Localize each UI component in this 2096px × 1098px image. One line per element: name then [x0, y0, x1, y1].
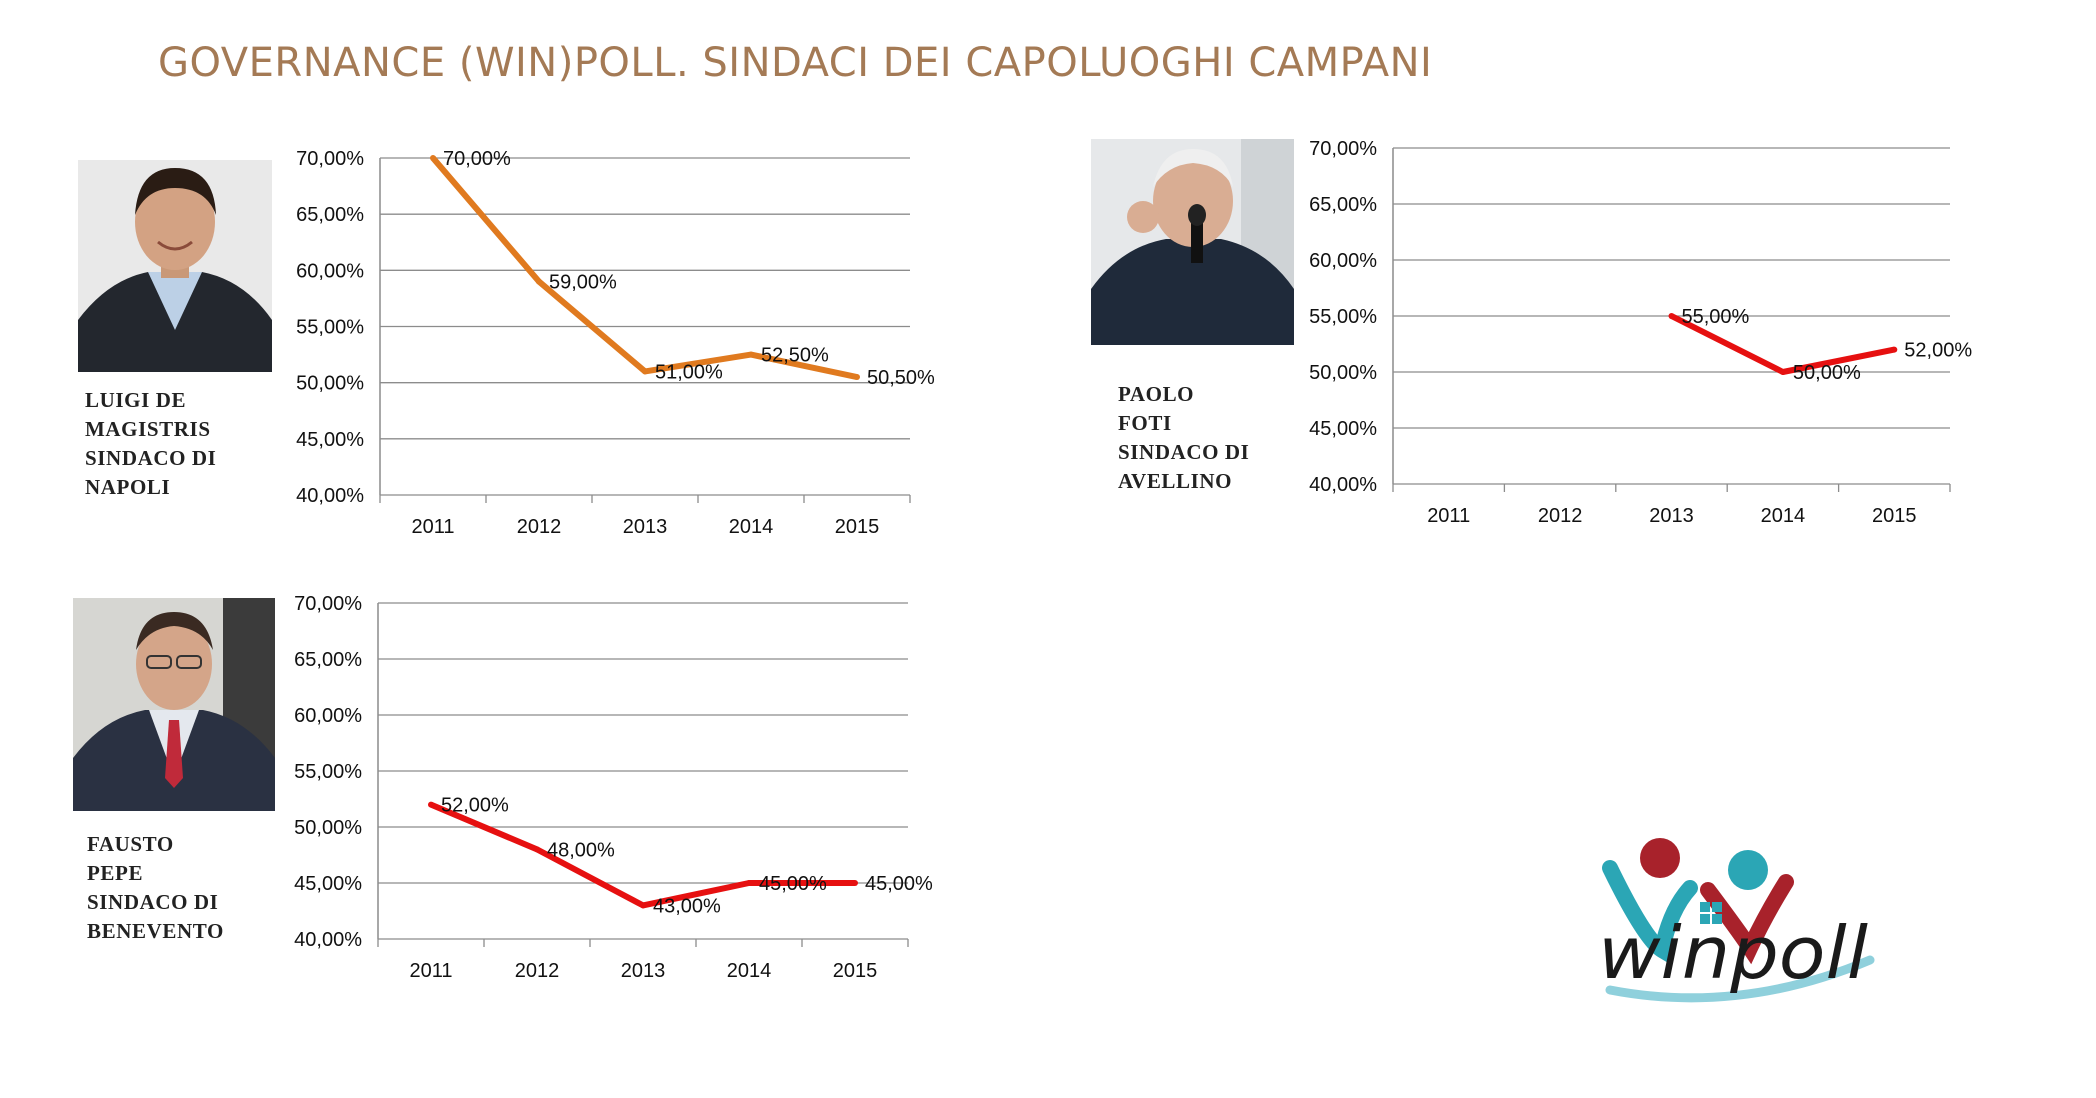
caption-line: PAOLO	[1118, 382, 1195, 406]
data-label: 45,00%	[865, 873, 933, 895]
x-tick-label: 2012	[1538, 505, 1583, 527]
x-tick-label: 2013	[623, 516, 668, 538]
caption-line: SINDACO DI	[85, 446, 217, 470]
x-tick-label: 2011	[1427, 505, 1470, 527]
chart-avellino: 40,00% 45,00% 50,00% 55,00% 60,00% 65,00% 70,0…	[1309, 138, 1972, 527]
y-tick-label: 60,00%	[296, 260, 364, 282]
y-tick-label: 60,00%	[294, 705, 362, 727]
y-tick-label: 50,00%	[1309, 362, 1377, 384]
caption-line: LUIGI DE	[85, 388, 187, 412]
caption-line: PEPE	[87, 861, 144, 885]
mayor-caption-napoli: LUIGI DE MAGISTRIS SINDACO DI NAPOLI	[85, 386, 216, 502]
x-tick-label: 2011	[409, 960, 452, 982]
y-tick-label: 40,00%	[294, 929, 362, 951]
y-tick-label: 40,00%	[296, 485, 364, 507]
data-point	[430, 155, 436, 161]
caption-line: NAPOLI	[85, 475, 171, 499]
chart-napoli: 40,00% 45,00% 50,00% 55,00% 60,00% 65,00% 70,0…	[296, 148, 935, 538]
caption-line: MAGISTRIS	[85, 417, 211, 441]
y-tick-label: 65,00%	[294, 649, 362, 671]
data-label: 55,00%	[1682, 306, 1750, 328]
data-label: 50,50%	[867, 367, 935, 389]
y-tick-label: 65,00%	[296, 204, 364, 226]
mayor-photo-benevento	[73, 598, 275, 811]
caption-line: FAUSTO	[87, 832, 174, 856]
x-tick-label: 2015	[835, 516, 880, 538]
data-label: 59,00%	[549, 272, 617, 294]
y-tick-label: 60,00%	[1309, 250, 1377, 272]
data-point	[854, 374, 860, 381]
y-tick-label: 70,00%	[294, 593, 362, 615]
x-tick-label: 2014	[729, 516, 774, 538]
y-tick-label: 70,00%	[1309, 138, 1377, 160]
y-tick-label: 55,00%	[1309, 306, 1377, 328]
x-tick-label: 2012	[515, 960, 560, 982]
x-tick-label: 2015	[1872, 505, 1917, 527]
x-tick-label: 2014	[727, 960, 772, 982]
caption-line: FOTI	[1118, 411, 1172, 435]
data-point	[428, 801, 434, 808]
data-label: 50,00%	[1793, 362, 1861, 384]
mayor-caption-benevento: FAUSTO PEPE SINDACO DI BENEVENTO	[87, 830, 224, 946]
data-point	[746, 880, 752, 886]
data-point	[640, 902, 646, 909]
caption-line: SINDACO DI	[87, 890, 219, 914]
x-tick-label: 2011	[411, 516, 454, 538]
y-tick-label: 45,00%	[296, 429, 364, 451]
data-label: 48,00%	[547, 839, 615, 861]
data-point	[1891, 346, 1898, 353]
data-label: 45,00%	[759, 873, 827, 895]
x-tick-label: 2015	[833, 960, 878, 982]
y-tick-label: 40,00%	[1309, 474, 1377, 496]
logo-text: winpoll	[1598, 911, 1868, 995]
winpoll-logo: winpoll	[1598, 838, 1875, 1003]
x-tick-label: 2013	[1649, 505, 1694, 527]
data-point	[536, 278, 542, 285]
chart-benevento: 40,00% 45,00% 50,00% 55,00% 60,00% 65,00% 70,0…	[294, 593, 933, 982]
x-tick-label: 2013	[621, 960, 666, 982]
data-point	[642, 368, 648, 375]
data-point	[748, 351, 754, 358]
data-point	[1668, 313, 1675, 319]
caption-line: AVELLINO	[1118, 469, 1233, 493]
data-label: 52,50%	[761, 345, 829, 367]
mayor-caption-avellino: PAOLO FOTI SINDACO DI AVELLINO	[1118, 380, 1249, 496]
data-point	[852, 880, 858, 886]
data-label: 51,00%	[655, 361, 723, 383]
y-tick-label: 55,00%	[294, 761, 362, 783]
y-tick-label: 50,00%	[296, 373, 364, 395]
page-title: GOVERNANCE (WIN)POLL. SINDACI DEI CAPOLU…	[158, 40, 1433, 86]
y-tick-label: 70,00%	[296, 148, 364, 170]
data-label: 43,00%	[653, 895, 721, 917]
data-label: 52,00%	[441, 795, 509, 817]
data-point	[534, 846, 540, 853]
data-label: 52,00%	[1904, 340, 1972, 362]
mayor-photo-napoli	[78, 160, 272, 372]
x-tick-label: 2014	[1761, 505, 1806, 527]
caption-line: SINDACO DI	[1118, 440, 1250, 464]
data-label: 70,00%	[443, 148, 511, 170]
y-tick-label: 65,00%	[1309, 194, 1377, 216]
y-tick-label: 50,00%	[294, 817, 362, 839]
y-tick-label: 45,00%	[294, 873, 362, 895]
caption-line: BENEVENTO	[87, 919, 224, 943]
mayor-photo-avellino	[1091, 139, 1294, 345]
y-tick-label: 45,00%	[1309, 418, 1377, 440]
x-tick-label: 2012	[517, 516, 562, 538]
y-tick-label: 55,00%	[296, 317, 364, 339]
data-point	[1779, 369, 1786, 375]
